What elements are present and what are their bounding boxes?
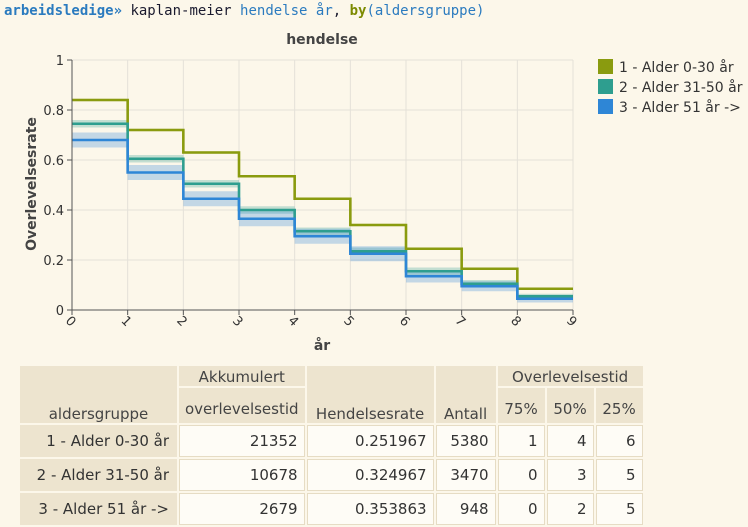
survival-line-1 <box>72 98 573 291</box>
y-axis-title: Overlevelsesrate <box>24 117 40 251</box>
legend-label: 3 - Alder 51 år -> <box>619 99 741 116</box>
command-text: kaplan-meier <box>122 3 241 19</box>
legend-label: 2 - Alder 31-50 år <box>619 79 743 96</box>
x-tick-label: 6 <box>396 314 412 330</box>
header-aldersgruppe: aldersgruppe <box>20 366 177 423</box>
survival-line-3 <box>72 138 573 301</box>
y-tick-label: 1 <box>56 54 64 69</box>
table-row: 2 - Alder 31-50 år 10678 0.324967 3470 0… <box>20 459 643 491</box>
grid <box>71 59 574 311</box>
x-tick-label: 5 <box>340 314 356 330</box>
cell-q75: 0 <box>497 493 545 525</box>
x-tick-label: 7 <box>452 314 468 330</box>
cell-antall: 3470 <box>435 459 496 491</box>
header-akkumulert-line2: overlevelsestid <box>179 388 305 423</box>
y-tick-label: 0.2 <box>43 254 64 269</box>
cell-q25: 6 <box>595 425 643 457</box>
y-tick-label: 0.8 <box>43 104 64 119</box>
header-q25: 25% <box>595 388 643 423</box>
row-group: 2 - Alder 31-50 år <box>20 459 177 491</box>
cell-q50: 3 <box>546 459 594 491</box>
x-axis-title: år <box>314 337 330 354</box>
cell-akkumulert: 10678 <box>179 459 305 491</box>
chart-title: hendelse <box>286 32 358 48</box>
legend-label: 1 - Alder 0-30 år <box>619 59 734 76</box>
x-tick-label: 9 <box>563 314 579 330</box>
row-group: 1 - Alder 0-30 år <box>20 425 177 457</box>
cell-hendelsesrate: 0.251967 <box>306 425 434 457</box>
x-tick-label: 8 <box>507 314 523 330</box>
cell-q75: 1 <box>497 425 545 457</box>
cell-antall: 948 <box>435 493 496 525</box>
header-antall: Antall <box>435 366 496 423</box>
x-tick-label: 1 <box>118 314 134 330</box>
x-tick-label: 4 <box>285 314 301 330</box>
header-q50: 50% <box>546 388 594 423</box>
cell-antall: 5380 <box>435 425 496 457</box>
command-keyword: by <box>349 3 367 19</box>
survival-line-2 <box>72 122 573 298</box>
cell-hendelsesrate: 0.324967 <box>306 459 434 491</box>
command-separator: , <box>332 3 350 19</box>
command-variables: hendelse år <box>240 3 333 19</box>
cell-q25: 5 <box>595 459 643 491</box>
table-row: 1 - Alder 0-30 år 21352 0.251967 5380 1 … <box>20 425 643 457</box>
command-line: arbeidsledige» kaplan-meier hendelse år,… <box>4 2 484 20</box>
legend-swatch <box>598 59 613 74</box>
cell-akkumulert: 2679 <box>179 493 305 525</box>
x-tick-label: 2 <box>173 314 189 330</box>
y-tick-label: 0.6 <box>43 154 64 169</box>
summary-table: aldersgruppe Akkumulert Hendelsesrate An… <box>18 364 645 527</box>
cell-q25: 5 <box>595 493 643 525</box>
survival-chart: hendelse 0 0.2 0.4 0.6 0.8 1 0 1 2 3 4 5 6 7 8 9 Overle… <box>24 32 743 354</box>
cell-q50: 2 <box>546 493 594 525</box>
legend-swatch <box>598 79 613 94</box>
legend-swatch <box>598 99 613 114</box>
cell-akkumulert: 21352 <box>179 425 305 457</box>
row-group: 3 - Alder 51 år -> <box>20 493 177 525</box>
header-overlevelsestid: Overlevelsestid <box>497 366 643 386</box>
command-argument: (aldersgruppe) <box>366 3 485 19</box>
survival-lines <box>72 98 573 301</box>
cell-q50: 4 <box>546 425 594 457</box>
header-akkumulert-line1: Akkumulert <box>179 366 305 386</box>
header-hendelsesrate: Hendelsesrate <box>306 366 434 423</box>
legend: 1 - Alder 0-30 år 2 - Alder 31-50 år 3 - A… <box>598 59 743 116</box>
x-tick-label: 3 <box>229 314 245 330</box>
table-row: 3 - Alder 51 år -> 2679 0.353863 948 0 2… <box>20 493 643 525</box>
y-tick-label: 0.4 <box>43 204 64 219</box>
y-tick-label: 0 <box>56 304 64 319</box>
x-tick-label: 0 <box>62 314 78 330</box>
command-prompt: arbeidsledige» <box>4 3 123 19</box>
plot-area <box>72 60 573 310</box>
cell-hendelsesrate: 0.353863 <box>306 493 434 525</box>
header-q75: 75% <box>497 388 545 423</box>
cell-q75: 0 <box>497 459 545 491</box>
